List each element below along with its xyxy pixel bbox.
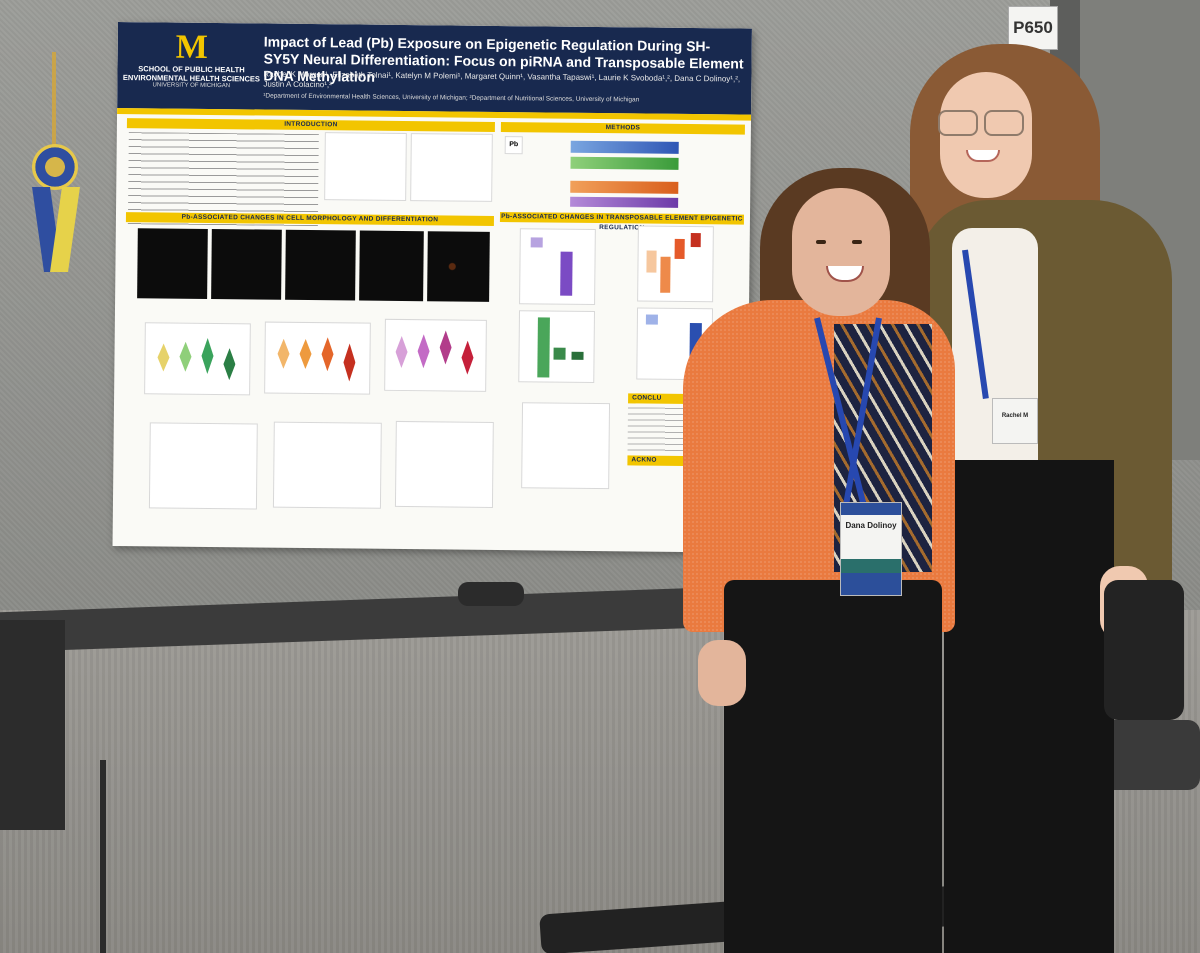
morphology-plot-1 (148, 422, 258, 510)
badge-left-name: Dana Dolinoy (845, 521, 897, 530)
te-bar-chart-2 (637, 225, 714, 303)
methods-arrow-purple (570, 196, 679, 208)
section-introduction: INTRODUCTION (126, 118, 495, 132)
microscopy-tile-2 (211, 228, 282, 300)
background-shoe (458, 582, 524, 606)
person-right-pants (944, 460, 1114, 953)
badge-left-band-blue (841, 573, 901, 595)
te-bar-chart-3 (518, 310, 595, 384)
poster-affiliations: ¹Department of Environmental Health Scie… (263, 92, 640, 104)
booth-number-sign: P650 (1008, 6, 1058, 50)
microscopy-tile-4 (359, 230, 424, 302)
morphology-plot-2 (272, 421, 382, 509)
violin-plot-1 (144, 322, 251, 396)
person-left-pants (724, 580, 942, 953)
badge-left-band (841, 503, 901, 515)
poster-authors: Rachel K Morgan¹, Elizabeth Tolnai¹, Kat… (263, 69, 741, 90)
violin-plot-2 (264, 321, 371, 395)
university-logo-block: M SCHOOL OF PUBLIC HEALTH ENVIRONMENTAL … (121, 28, 262, 103)
block-m-logo: M (175, 28, 208, 66)
research-poster: M SCHOOL OF PUBLIC HEALTH ENVIRONMENTAL … (112, 22, 752, 553)
badge-left-band-teal (841, 559, 901, 573)
badge-right-name: Rachel M (1001, 413, 1029, 419)
handbag (1104, 580, 1184, 720)
ribbon-string (52, 52, 56, 147)
microscopy-tile-3 (285, 229, 356, 301)
poster-header: M SCHOOL OF PUBLIC HEALTH ENVIRONMENTAL … (117, 22, 752, 115)
intro-boxplot-2 (410, 133, 493, 202)
name-badge-left: Dana Dolinoy (840, 502, 902, 596)
morphology-plot-3 (394, 420, 494, 508)
dna-methylation-plot (521, 402, 611, 490)
section-transposable-elements: Pb-ASSOCIATED CHANGES IN TRANSPOSABLE EL… (499, 212, 745, 232)
microscopy-tile-1 (137, 228, 208, 299)
left-chair (0, 760, 106, 953)
name-badge-right: Rachel M (992, 398, 1038, 444)
person-left-eye (852, 240, 862, 244)
board-edge (0, 620, 65, 830)
microscopy-tile-5 (427, 231, 490, 302)
methods-arrow-blue (570, 140, 679, 154)
right-chair-seat (1100, 720, 1200, 790)
person-left-face (792, 188, 890, 316)
intro-boxplot-1 (324, 132, 407, 202)
methods-arrow-green (570, 156, 679, 170)
award-ribbon (16, 52, 96, 282)
person-left-eye (816, 240, 826, 244)
section-methods: METHODS (500, 122, 745, 135)
violin-plot-3 (384, 318, 487, 392)
methods-arrow-orange (570, 180, 679, 194)
glasses-icon (936, 110, 1024, 136)
ribbon-rosette-icon (32, 144, 78, 190)
pb-element-icon: Pb (504, 136, 523, 155)
te-bar-chart-1 (519, 228, 596, 306)
person-left-hand (698, 640, 746, 706)
